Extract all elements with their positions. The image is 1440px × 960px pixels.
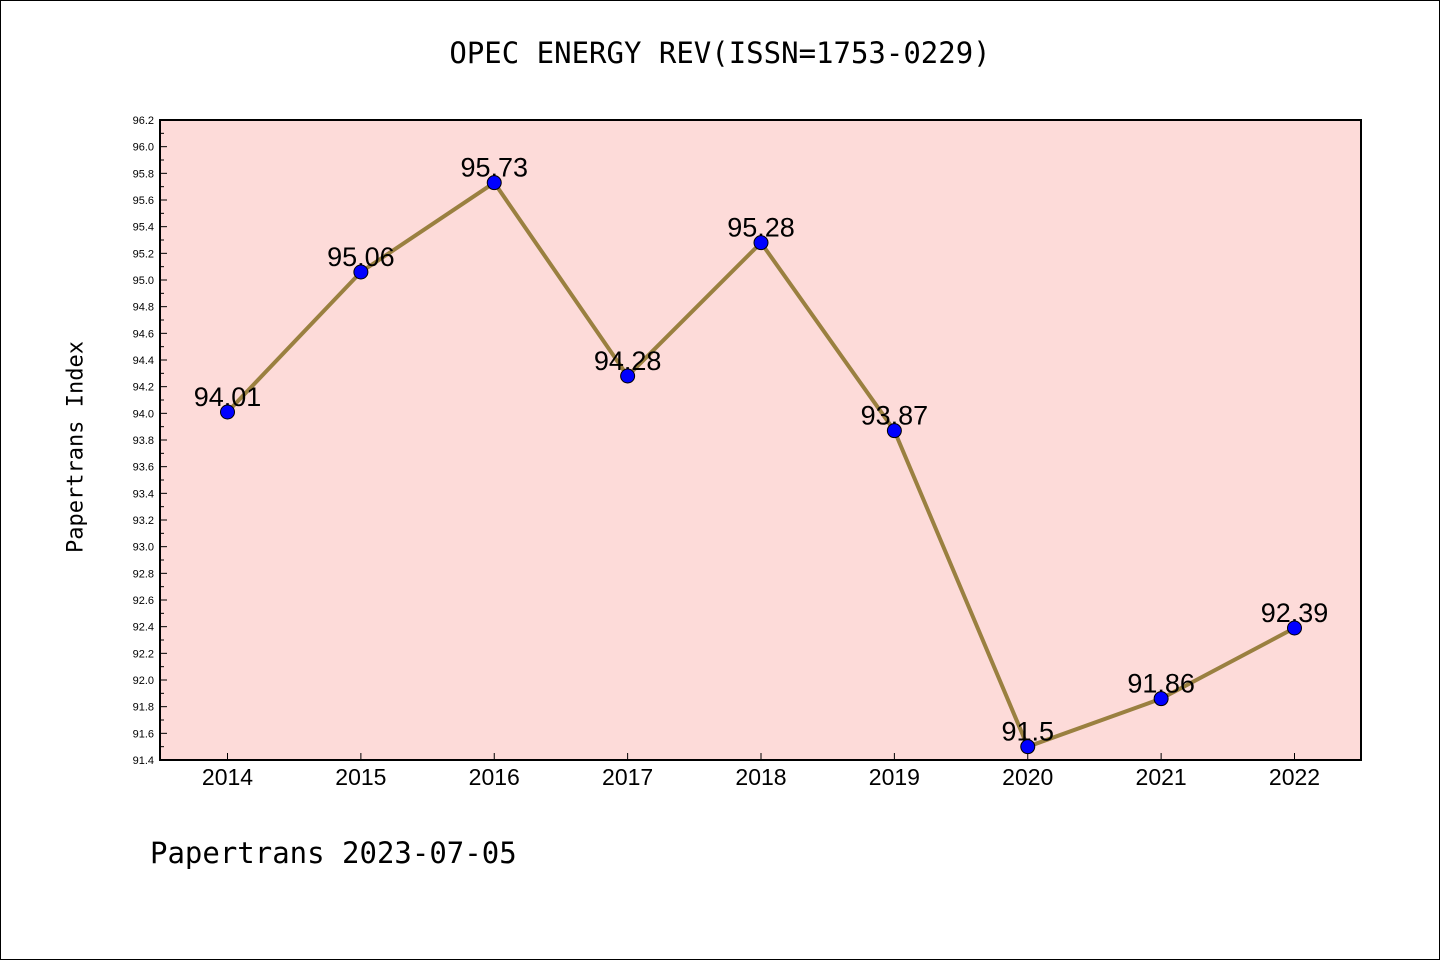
x-tick-label: 2020 <box>1002 764 1053 790</box>
data-point <box>886 423 902 439</box>
y-tick-label: 91.8 <box>133 702 154 714</box>
y-tick-label: 92.8 <box>133 568 154 580</box>
data-point <box>486 175 502 191</box>
y-tick-label: 93.0 <box>133 542 154 554</box>
y-tick-label: 95.8 <box>133 168 154 180</box>
y-tick-label: 91.6 <box>133 728 154 740</box>
y-tick-label: 93.8 <box>133 435 154 447</box>
data-point <box>1287 620 1302 636</box>
chart-title: OPEC ENERGY REV(ISSN=1753-0229) <box>449 36 991 70</box>
y-tick-label: 95.4 <box>133 222 154 234</box>
x-tick-label: 2016 <box>469 764 520 790</box>
y-tick-label: 96.0 <box>133 142 154 154</box>
plot-border <box>159 119 1362 761</box>
data-point <box>1020 739 1036 755</box>
y-tick-label: 92.6 <box>133 595 154 607</box>
y-tick-label: 92.0 <box>133 675 154 687</box>
y-tick-label: 93.4 <box>133 488 154 500</box>
data-point <box>1153 691 1169 707</box>
y-tick-label: 95.2 <box>133 248 154 260</box>
y-tick-label: 94.6 <box>133 328 154 340</box>
x-tick-label: 2015 <box>335 764 386 790</box>
x-tick-label: 2019 <box>869 764 920 790</box>
x-tick-label: 2017 <box>602 764 653 790</box>
x-tick-label: 2018 <box>735 764 786 790</box>
y-tick-label: 91.4 <box>133 755 154 767</box>
y-tick-label: 94.0 <box>133 408 154 420</box>
y-tick-label: 94.4 <box>133 355 154 367</box>
x-tick-label: 2022 <box>1269 764 1320 790</box>
y-tick-label: 94.8 <box>133 302 154 314</box>
y-tick-label: 93.6 <box>133 462 154 474</box>
x-tick-label: 2021 <box>1136 764 1187 790</box>
data-point <box>220 404 235 420</box>
y-tick-label: 95.0 <box>133 275 154 287</box>
y-tick-label: 95.6 <box>133 195 154 207</box>
y-tick-label: 93.2 <box>133 515 154 527</box>
y-tick-label: 94.2 <box>133 382 154 394</box>
data-point <box>353 264 369 280</box>
plot-area <box>160 120 1361 760</box>
data-point <box>753 235 769 251</box>
y-tick-label: 96.2 <box>133 115 154 127</box>
x-tick-label: 2014 <box>202 764 253 790</box>
y-tick-label: 92.4 <box>133 622 154 634</box>
y-tick-label: 92.2 <box>133 648 154 660</box>
data-point <box>620 368 636 384</box>
footer-caption: Papertrans 2023-07-05 <box>150 836 517 870</box>
